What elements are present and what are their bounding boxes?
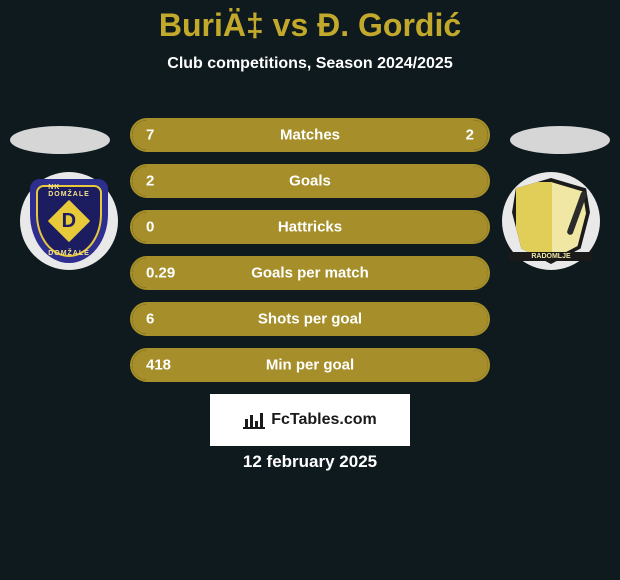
halo-right <box>510 126 610 154</box>
stat-row: 0.29 Goals per match <box>130 256 490 290</box>
stat-label: Matches <box>280 127 340 144</box>
badge-right-half <box>516 182 552 260</box>
stat-row: 2 Goals <box>130 164 490 198</box>
comparison-title: BuriÄ‡ vs Đ. Gordić <box>0 0 620 43</box>
stat-value-left: 418 <box>146 357 171 374</box>
stat-label: Goals per match <box>251 265 369 282</box>
brand-box: FcTables.com <box>210 394 410 446</box>
halo-left <box>10 126 110 154</box>
stat-row: 6 Shots per goal <box>130 302 490 336</box>
brand-text: FcTables.com <box>271 411 377 429</box>
stat-row: 7 2 Matches <box>130 118 490 152</box>
stat-value-right: 2 <box>466 127 474 144</box>
comparison-subtitle: Club competitions, Season 2024/2025 <box>0 55 620 73</box>
stat-value-left: 0 <box>146 219 154 236</box>
stat-label: Shots per goal <box>258 311 362 328</box>
stat-label: Min per goal <box>266 357 354 374</box>
badge-left-letter: D <box>62 209 76 232</box>
badge-right-banner: RADOMLJE <box>509 252 593 261</box>
stat-value-left: 7 <box>146 127 154 144</box>
stat-fill-left <box>132 120 410 150</box>
stat-label: Goals <box>289 173 331 190</box>
brand-chart-icon <box>243 411 265 429</box>
club-crest-left: NK DOMŽALE D DOMŽALE <box>20 172 118 270</box>
stat-value-left: 2 <box>146 173 154 190</box>
infographic-date: 12 february 2025 <box>243 452 377 472</box>
stat-value-left: 6 <box>146 311 154 328</box>
club-crest-right-banner-wrap: RADOMLJE <box>502 252 600 261</box>
badge-left-arc-bottom: DOMŽALE <box>48 250 90 257</box>
stat-row: 0 Hattricks <box>130 210 490 244</box>
stat-bars: 7 2 Matches 2 Goals 0 Hattricks 0.29 Goals per m… <box>130 118 490 394</box>
stat-row: 418 Min per goal <box>130 348 490 382</box>
stat-label: Hattricks <box>278 219 342 236</box>
stat-value-left: 0.29 <box>146 265 175 282</box>
club-badge-left: NK DOMŽALE D DOMŽALE <box>30 179 108 263</box>
stat-fill-right <box>410 120 488 150</box>
